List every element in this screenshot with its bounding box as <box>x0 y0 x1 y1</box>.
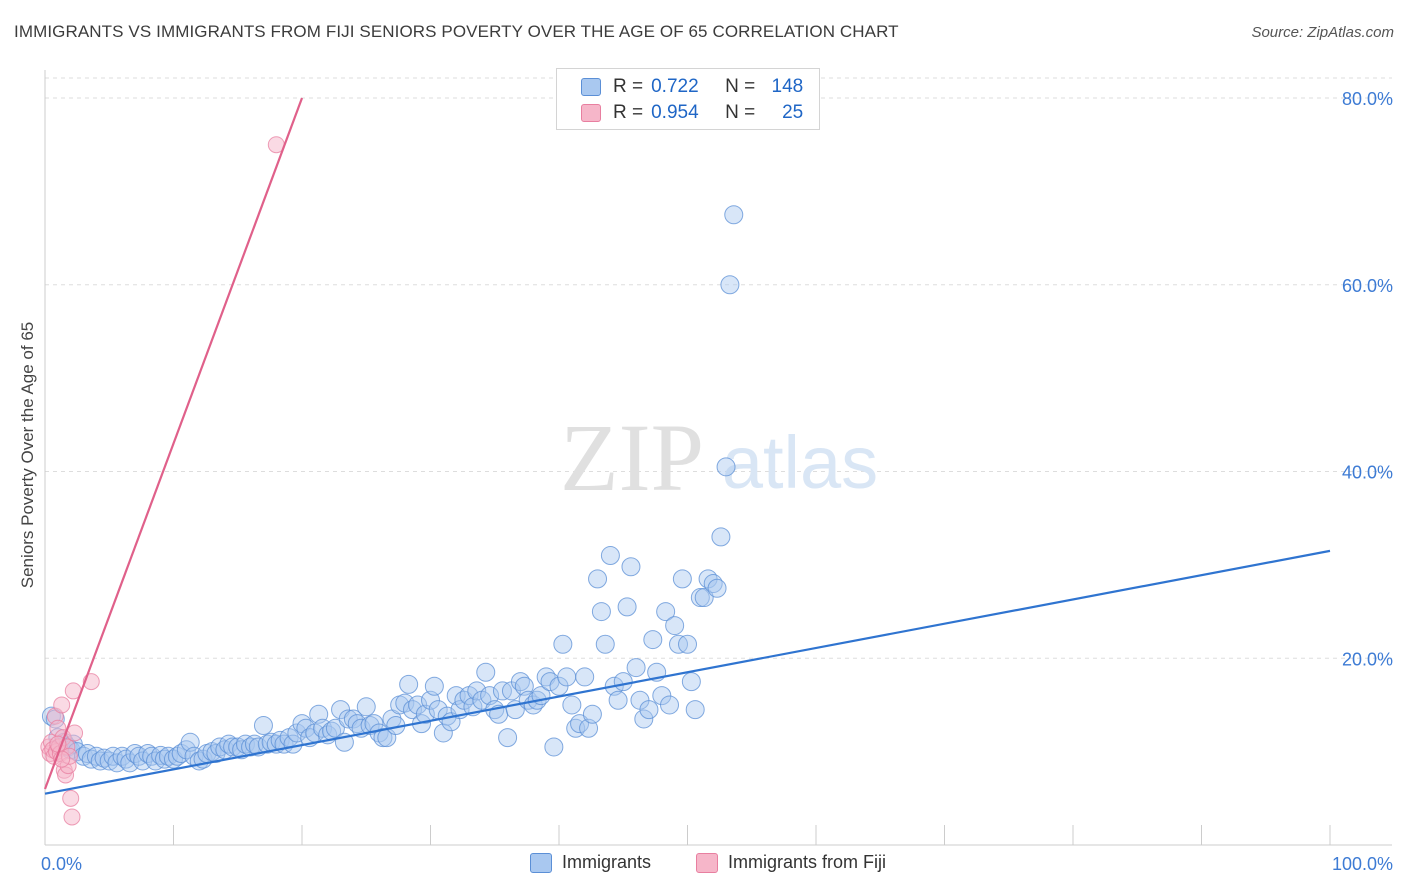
legend-r-value: 0.722 <box>651 76 699 97</box>
series-immigrants-points <box>41 205 744 773</box>
data-point-immigrants <box>711 527 731 547</box>
legend-swatch-fiji <box>696 852 718 873</box>
data-point-immigrants <box>415 704 435 724</box>
data-point-immigrants <box>582 704 602 724</box>
legend-n-label: N = <box>725 102 756 123</box>
data-point-immigrants <box>681 672 701 692</box>
data-point-fiji <box>53 696 71 714</box>
legend-label-fiji: Immigrants from Fiji <box>728 852 887 872</box>
y-tick-label: 60.0% <box>1342 276 1393 296</box>
data-point-immigrants <box>476 662 496 682</box>
data-point-immigrants <box>678 634 697 654</box>
legend-row-fiji: R = 0.954 N = 25 <box>581 101 803 125</box>
trendline-fiji <box>43 97 304 790</box>
data-point-immigrants <box>634 709 654 729</box>
axes <box>44 70 1392 846</box>
data-point-immigrants <box>579 718 599 738</box>
data-point-immigrants <box>562 695 582 715</box>
data-point-immigrants <box>296 718 316 738</box>
data-point-immigrants <box>613 672 633 692</box>
data-point-immigrants <box>626 658 646 678</box>
data-point-immigrants <box>643 630 663 650</box>
y-tick-label: 20.0% <box>1342 649 1393 669</box>
data-point-immigrants <box>672 569 692 589</box>
data-point-immigrants <box>660 695 680 715</box>
series-fiji-points <box>40 136 285 826</box>
data-point-immigrants <box>720 275 740 295</box>
data-point-immigrants <box>325 718 345 738</box>
data-point-immigrants <box>595 634 615 654</box>
data-point-immigrants <box>716 457 736 477</box>
legend-n-value: 25 <box>782 102 804 123</box>
data-point-immigrants <box>399 674 419 694</box>
data-point-fiji <box>63 808 81 826</box>
x-tick-label-min: 0.0% <box>41 854 82 874</box>
watermark-zip: ZIP <box>560 404 704 511</box>
legend-r-value: 0.954 <box>651 102 699 123</box>
data-point-immigrants <box>591 602 611 622</box>
y-tick-label: 80.0% <box>1342 89 1393 109</box>
data-point-immigrants <box>557 667 577 687</box>
tick-labels: 20.0% 40.0% 60.0% 80.0% 0.0% 100.0% <box>41 89 1393 874</box>
legend-r-label: R = <box>613 76 644 97</box>
watermark-atlas: atlas <box>722 421 878 504</box>
data-point-immigrants <box>180 732 200 752</box>
correlation-legend: R = 0.722 N = 148 R = 0.954 N = 25 <box>556 68 820 130</box>
legend-item-immigrants[interactable]: Immigrants <box>530 852 651 873</box>
data-point-immigrants <box>309 704 329 724</box>
legend-swatch-immigrants <box>530 852 552 873</box>
data-point-immigrants <box>480 686 500 706</box>
data-point-immigrants <box>467 681 487 701</box>
data-point-immigrants <box>639 700 659 720</box>
legend-swatch-fiji <box>581 104 601 122</box>
legend-item-fiji[interactable]: Immigrants from Fiji <box>696 852 886 873</box>
data-point-immigrants <box>656 602 676 622</box>
chart-title: IMMIGRANTS VS IMMIGRANTS FROM FIJI SENIO… <box>14 22 899 41</box>
legend-label-immigrants: Immigrants <box>562 852 652 872</box>
data-point-immigrants <box>588 569 608 589</box>
data-point-immigrants <box>514 676 534 696</box>
data-point-immigrants <box>424 676 444 696</box>
y-axis-label: Seniors Poverty Over the Age of 65 <box>18 321 37 589</box>
data-point-immigrants <box>575 667 595 687</box>
data-point-immigrants <box>685 700 705 720</box>
data-point-immigrants <box>694 588 714 608</box>
series-legend: Immigrants Immigrants from Fiji <box>0 850 1406 878</box>
legend-n-value: 148 <box>771 76 804 97</box>
data-point-immigrants <box>617 597 637 617</box>
data-point-immigrants <box>608 690 628 710</box>
legend-r-label: R = <box>613 102 644 123</box>
y-tick-label: 40.0% <box>1342 463 1393 483</box>
data-point-immigrants <box>253 715 273 735</box>
data-point-immigrants <box>621 557 641 577</box>
x-tick-label-max: 100.0% <box>1332 854 1393 874</box>
data-point-immigrants <box>570 714 590 734</box>
data-point-immigrants <box>707 578 727 598</box>
data-point-fiji <box>62 789 80 807</box>
legend-n-label: N = <box>725 76 756 97</box>
trendlines <box>43 97 1331 795</box>
gridlines <box>45 77 1392 659</box>
data-point-immigrants <box>151 745 171 765</box>
data-point-immigrants <box>553 634 573 654</box>
data-point-immigrants <box>665 616 685 636</box>
source-credit: Source: ZipAtlas.com <box>1251 24 1394 41</box>
data-point-immigrants <box>544 737 564 757</box>
legend-swatch-immigrants <box>581 78 601 96</box>
data-point-immigrants <box>498 728 518 748</box>
trendline-immigrants <box>44 549 1331 795</box>
data-point-immigrants <box>724 205 744 225</box>
data-point-immigrants <box>356 697 376 717</box>
data-point-immigrants <box>600 546 620 566</box>
legend-row-immigrants: R = 0.722 N = 148 <box>581 75 803 99</box>
watermark: ZIP atlas <box>560 404 878 511</box>
data-point-immigrants <box>338 709 358 729</box>
